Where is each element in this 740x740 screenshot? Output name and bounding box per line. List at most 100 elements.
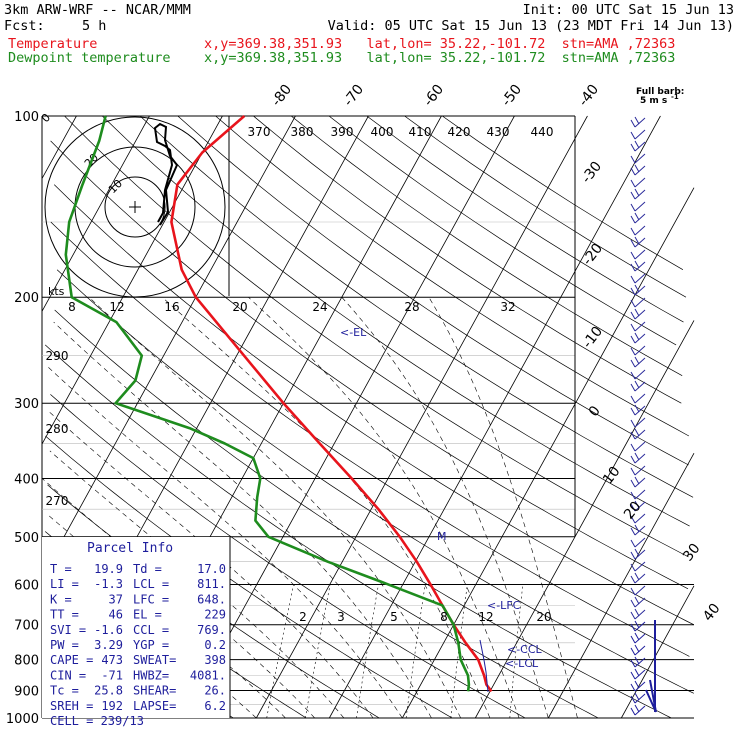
wind-barb-flag (630, 647, 636, 656)
wind-barb (634, 585, 646, 596)
wind-barb (634, 225, 646, 236)
wind-barb-flag (630, 455, 636, 464)
moist-adiabat (46, 365, 403, 719)
wind-barb-flag (630, 443, 636, 452)
model-title: 3km ARW-WRF -- NCAR/MMM (4, 2, 191, 18)
wind-barb-flag (630, 131, 636, 140)
dewpoint-line (64, 115, 471, 692)
wind-barb-flag (634, 188, 640, 197)
wind-barb-flag (634, 476, 640, 485)
mixing-ratio-line (509, 584, 524, 719)
isotherm-label: -80 (269, 82, 296, 110)
parcel-info-key: CCL = (133, 623, 169, 637)
mixing-ratio-label: 16 (164, 300, 179, 314)
wind-barb-flag (630, 635, 636, 644)
wind-barb-low (645, 620, 657, 713)
wind-barb-flag (630, 203, 636, 212)
parcel-info-value: -1.6 (94, 623, 123, 637)
barb-key-sup: -1 (671, 93, 679, 101)
pressure-label-500: 500 (14, 531, 39, 546)
wind-barb (634, 237, 646, 248)
wind-barb-flag (634, 140, 640, 149)
parcel-info-value: 46 (109, 608, 123, 622)
wind-barb-flag (634, 548, 640, 557)
isotherm-label: -50 (499, 82, 526, 110)
parcel-info-key: TT = (50, 608, 79, 622)
parcel-info-key: Td = (133, 562, 162, 576)
parcel-info-value: 769. (197, 623, 226, 637)
wind-barb-flag (630, 323, 636, 332)
wind-barb (634, 345, 646, 356)
wind-barb-flag (630, 191, 636, 200)
parcel-info-value: 26. (204, 684, 226, 698)
wind-barb-flag (630, 695, 636, 704)
mixing-ratio-label: 20 (232, 300, 247, 314)
wind-barb-flag (630, 503, 636, 512)
moist-adiabat (88, 296, 461, 719)
wind-barb (634, 477, 646, 488)
parcel-info-value: 648. (197, 592, 226, 606)
wind-barb-flag (634, 596, 640, 605)
wind-barb-flag (634, 404, 640, 413)
isotherm-label: -30 (579, 159, 606, 187)
level-marker: <-CCL (507, 643, 543, 656)
parcel-info-key: SVI = (50, 623, 86, 637)
wind-barb-flag (630, 431, 636, 440)
wind-barb (634, 369, 646, 380)
wind-barb-flag (630, 227, 636, 236)
mixing-ratio-label: 5 (390, 610, 398, 624)
theta-left-label: 290 (46, 349, 69, 363)
wind-barb (634, 705, 646, 716)
isotherm (41, 115, 296, 577)
parcel-info-key: T = (50, 562, 72, 576)
parcel-info-key: HWBZ= (133, 668, 169, 682)
parcel-info-value: 3.29 (94, 638, 123, 652)
wind-barb-flag (630, 419, 636, 428)
barb-key-units: 5 m s (640, 96, 667, 106)
wind-barb (634, 381, 646, 392)
wind-barb-flag (630, 479, 636, 488)
level-marker: <-EL (340, 326, 367, 339)
init-time: Init: 00 UTC Sat 15 Jun 13 (522, 2, 734, 18)
wind-barb-flag (630, 491, 636, 500)
wind-barb-flag (630, 587, 636, 596)
wind-barb-flag (634, 524, 640, 533)
parcel-info-value: -1.3 (94, 577, 123, 591)
wind-barb-flag (634, 212, 640, 221)
wind-barb-flag (630, 335, 636, 344)
pressure-label-400: 400 (14, 472, 39, 487)
wind-barb-flag (630, 599, 636, 608)
wind-barb-flag (634, 332, 640, 341)
wind-barb (634, 297, 646, 308)
wind-barb (634, 501, 646, 512)
wind-barb (634, 645, 646, 656)
pressure-label-700: 700 (14, 619, 39, 634)
wind-barb-flag (630, 287, 636, 296)
hodograph-ring (104, 176, 166, 238)
parcel-info-panel (42, 537, 230, 718)
wind-barb-flag (634, 620, 640, 629)
mixing-ratio-line (450, 584, 468, 719)
wind-barb-flag (634, 356, 640, 365)
kts-label: kts (48, 285, 65, 298)
wind-barb-flag (634, 608, 640, 617)
wind-barb (634, 393, 646, 404)
isotherm-label: 10 (600, 464, 624, 488)
wind-barb (634, 189, 646, 200)
wind-barb (634, 597, 646, 608)
wind-barb (634, 549, 646, 560)
dry-adiabat (290, 115, 683, 377)
isotherm-label: -40 (576, 82, 603, 110)
parcel-info-value: -71 (101, 668, 123, 682)
hodograph-ring-label: 0 (39, 111, 53, 125)
parcel-path (479, 639, 489, 693)
wind-barb-flag (630, 359, 636, 368)
wind-barb (634, 525, 646, 536)
wind-barb (634, 321, 646, 332)
dry-adiabat (139, 115, 694, 498)
wind-barb (634, 261, 646, 272)
dry-adiabat (328, 115, 677, 346)
temperature-station-info: x,y=369.38,351.93 lat,lon= 35.22,-101.72… (204, 36, 676, 52)
wind-barb (634, 465, 646, 476)
wind-barb-flag (634, 452, 640, 461)
